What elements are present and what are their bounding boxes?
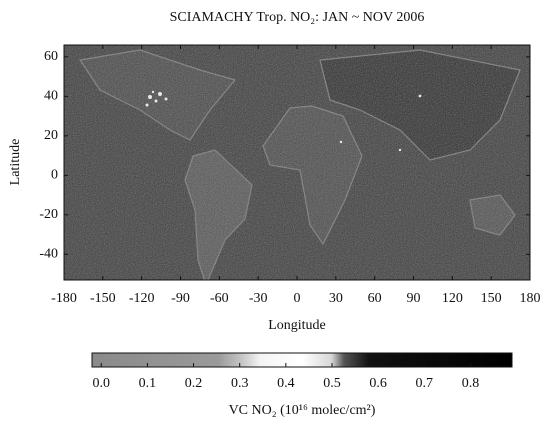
x-tick-label: -90 [171,291,190,306]
x-tick-label: -120 [129,291,155,306]
colorbar [92,353,512,367]
x-tick-label: -30 [249,291,268,306]
x-tick-label: 180 [520,291,541,306]
y-tick-label: 0 [51,168,58,183]
x-tick-label: 120 [442,291,463,306]
colorbar-tick-label: 0.2 [185,376,203,391]
x-axis-label: Longitude [268,318,326,333]
y-tick-label: -40 [39,247,58,262]
colorbar-tick-label: 0.8 [462,376,480,391]
y-tick-label: 60 [44,49,58,64]
y-tick-label: 20 [44,128,58,143]
y-tick-label: -20 [39,207,58,222]
colorbar-tick-label: 0.1 [139,376,157,391]
colorbar-tick-label: 0.4 [277,376,295,391]
colorbar-label: VC NO₂ (10¹⁶ molec/cm²) [229,403,376,418]
map-field [64,45,530,285]
x-tick-label: 90 [407,291,421,306]
x-tick-label: -60 [210,291,229,306]
y-tick-label: 40 [44,89,58,104]
x-tick-label: 30 [329,291,343,306]
colorbar-tick-label: 0.0 [92,376,110,391]
x-tick-label: -150 [90,291,116,306]
colorbar-tick-label: 0.6 [369,376,387,391]
chart: SCIAMACHY Trop. NO₂: JAN ~ NOV 2006 Long… [0,0,558,426]
colorbar-tick-label: 0.3 [231,376,249,391]
x-tick-label: 150 [481,291,502,306]
chart-title: SCIAMACHY Trop. NO₂: JAN ~ NOV 2006 [170,10,425,25]
colorbar-tick-label: 0.7 [416,376,434,391]
x-tick-label: 60 [368,291,382,306]
y-axis-label: Latitude [8,139,23,186]
x-tick-label: -180 [51,291,77,306]
colorbar-tick-label: 0.5 [323,376,341,391]
x-tick-label: 0 [294,291,301,306]
